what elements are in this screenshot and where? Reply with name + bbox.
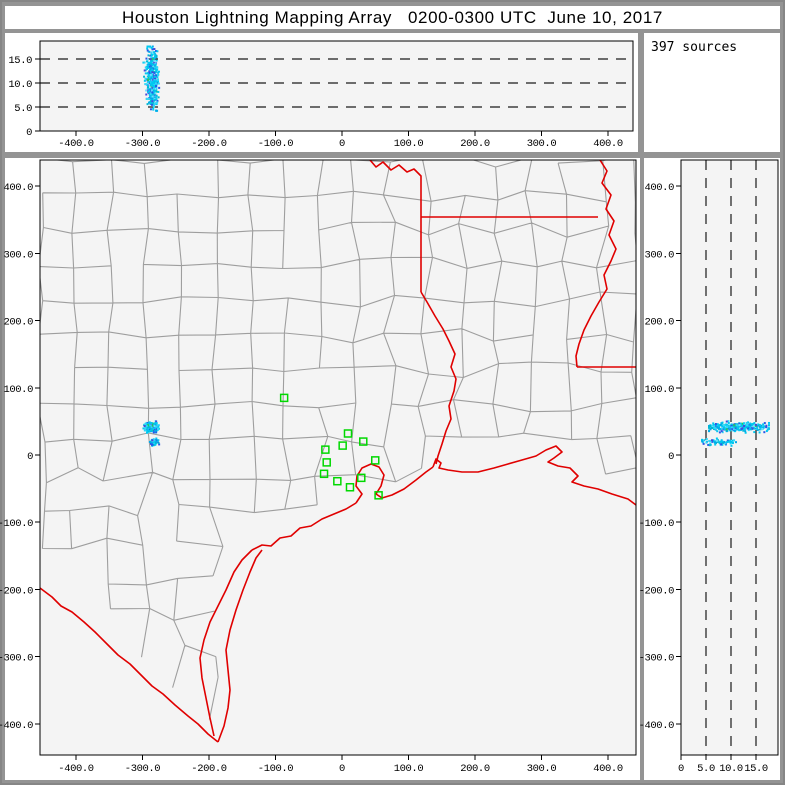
alt-tick-label: 10.0 [719, 763, 743, 775]
lma-station-marker [359, 437, 368, 446]
lma-station-marker [374, 491, 383, 500]
ew-tick-label: 0 [339, 763, 345, 775]
map-layers [40, 160, 636, 743]
ns-altitude-panel: 400.0 300.0 200.0 100.0 0 -100.0 -200.0 -300.0 -… [639, 158, 780, 780]
ew-altitude-panel: 0 5.0 10.0 15.0 -400.0 -300.0 -200.0 -100.0 0 100… [5, 33, 638, 152]
ns-tick-label: 400.0 [644, 182, 674, 194]
plot-background [681, 160, 778, 755]
state-border-line [432, 445, 636, 506]
state-border-line [575, 160, 617, 368]
plot-background [40, 41, 633, 131]
ns-tick-label: -200.0 [0, 585, 33, 597]
ew-tick-label: 100.0 [394, 138, 424, 150]
ns-tick-label: 200.0 [3, 317, 33, 329]
lma-station-marker [338, 441, 347, 450]
ns-tick-label: -400.0 [639, 720, 675, 732]
ew-tick-label: -300.0 [125, 763, 161, 775]
ew-tick-label: 300.0 [527, 138, 557, 150]
ns-tick-label: 0 [27, 451, 33, 463]
lightning-sources-layer [142, 420, 161, 447]
alt-tick-label: 15.0 [8, 55, 32, 67]
ns-tick-label: 100.0 [3, 384, 33, 396]
ew-tick-label: 0 [339, 138, 345, 150]
state-border-line [355, 463, 434, 504]
ns-tick-label: -400.0 [0, 720, 33, 732]
ns-tick-label: -300.0 [0, 653, 33, 665]
alt-tick-label: 15.0 [744, 763, 768, 775]
lma-station-marker [357, 473, 366, 483]
ew-tick-label: 400.0 [593, 763, 623, 775]
ew-tick-label: 100.0 [394, 763, 424, 775]
alt-tick-label: 0 [26, 127, 32, 139]
ew-tick-label: 200.0 [460, 763, 490, 775]
plan-view-map-panel: 400.0 300.0 200.0 100.0 0 -100.0 -200.0 -300.0 -… [0, 158, 640, 780]
lma-stations-layer [279, 393, 383, 500]
source-count-panel: 397 sources [644, 33, 780, 152]
lma-station-marker [345, 483, 355, 492]
lma-station-marker [279, 393, 289, 403]
ns-tick-label: 100.0 [644, 384, 674, 396]
lma-station-marker [343, 429, 353, 438]
ns-tick-label: -100.0 [639, 518, 675, 530]
state-border-line [251, 502, 357, 551]
ns-tick-label: 400.0 [3, 182, 33, 194]
ew-tick-label: -100.0 [258, 763, 294, 775]
ew-tick-label: -200.0 [191, 763, 227, 775]
lma-station-marker [371, 456, 380, 465]
ns-tick-label: -300.0 [639, 653, 675, 665]
axes-frame [39, 159, 637, 756]
state-border-line [369, 160, 422, 187]
page-title: Houston Lightning Mapping Array 0200-030… [122, 7, 663, 27]
ns-tick-label: 200.0 [644, 317, 674, 329]
state-border-line [420, 291, 457, 465]
ns-tick-label: -200.0 [639, 585, 675, 597]
county-boundaries [40, 160, 636, 720]
ew-tick-label: 200.0 [460, 138, 490, 150]
lma-station-marker [333, 476, 342, 486]
ew-tick-label: -400.0 [58, 763, 94, 775]
lma-station-marker [322, 458, 331, 467]
ew-tick-label: -400.0 [58, 138, 94, 150]
ns-tick-label: 300.0 [644, 249, 674, 261]
state-border-line [217, 549, 263, 743]
axes-frame [39, 40, 634, 132]
ns-tick-label: 0 [668, 451, 674, 463]
lightning-sources-layer [142, 45, 161, 112]
lma-station-marker [319, 469, 329, 479]
title-bar: Houston Lightning Mapping Array 0200-030… [5, 6, 780, 29]
ew-tick-label: 400.0 [593, 138, 623, 150]
ns-tick-label: -100.0 [0, 518, 33, 530]
ew-tick-label: -200.0 [191, 138, 227, 150]
state-border-line [199, 549, 253, 737]
source-count-label: 397 sources [651, 40, 738, 55]
lightning-sources-layer [701, 420, 770, 447]
plot-background [40, 160, 636, 755]
ew-tick-label: -300.0 [125, 138, 161, 150]
alt-tick-label: 0 [678, 763, 684, 775]
alt-tick-label: 5.0 [697, 763, 715, 775]
lma-station-marker [321, 445, 330, 454]
ns-tick-label: 300.0 [3, 249, 33, 261]
alt-tick-label: 5.0 [14, 103, 32, 115]
ew-tick-label: -100.0 [258, 138, 294, 150]
alt-tick-label: 10.0 [8, 79, 32, 91]
state-border-line [40, 587, 219, 743]
axes-frame [680, 159, 779, 756]
ew-tick-label: 300.0 [527, 763, 557, 775]
